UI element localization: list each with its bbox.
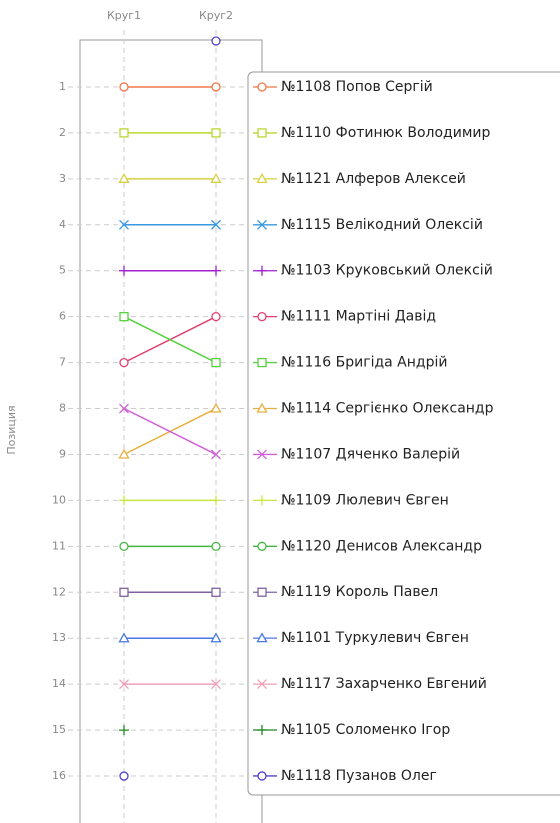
data-point <box>211 311 221 322</box>
y-tick-label: 7 <box>59 356 66 369</box>
legend-label: №1118 Пузанов Олег <box>281 768 437 784</box>
y-tick-label: 9 <box>59 447 66 460</box>
legend-label: №1116 Бригіда Андрій <box>281 355 447 371</box>
legend-marker <box>257 679 267 690</box>
legend-label: №1107 Дяченко Валерій <box>281 446 460 462</box>
legend-label: №1110 Фотинюк Володимир <box>281 125 490 141</box>
data-point <box>210 172 222 183</box>
legend-label: №1120 Денисов Александр <box>281 538 482 554</box>
data-point <box>210 402 222 413</box>
data-point <box>211 541 221 552</box>
legend-label: №1108 Попов Сергій <box>281 79 433 95</box>
data-point <box>211 357 221 368</box>
y-tick-label: 11 <box>52 539 66 552</box>
data-point <box>119 495 129 506</box>
legend-label: №1121 Алферов Алексей <box>281 171 466 187</box>
data-point <box>211 36 221 46</box>
data-point <box>119 679 129 690</box>
data-point <box>211 128 221 138</box>
data-point <box>211 82 221 92</box>
legend-label: №1105 Соломенко Ігор <box>281 722 450 738</box>
data-point <box>210 632 222 643</box>
y-tick-label: 2 <box>59 126 66 139</box>
data-point <box>119 587 129 597</box>
data-point <box>211 265 221 276</box>
data-point <box>119 403 129 414</box>
legend-label: №1103 Круковський Олексій <box>281 263 493 279</box>
data-point <box>119 311 129 322</box>
data-point <box>118 448 130 459</box>
data-point <box>119 219 129 230</box>
legend-label: №1101 Туркулевич Євген <box>281 630 469 646</box>
y-tick-label: 14 <box>52 677 66 690</box>
legend-marker <box>257 128 267 138</box>
legend-label: №1119 Король Павел <box>281 584 438 600</box>
y-tick-label: 15 <box>52 723 66 736</box>
data-point <box>119 82 129 92</box>
legend-marker <box>257 541 267 551</box>
data-point <box>118 172 130 183</box>
legend-items: №1108 Попов Сергій №1110 Фотинюк Володими… <box>253 79 494 784</box>
y-tick-label: 16 <box>52 769 66 782</box>
legend-marker <box>257 771 267 781</box>
data-point <box>211 449 221 460</box>
legend-label: №1115 Велікодний Олексій <box>281 217 483 233</box>
legend-marker <box>257 725 267 736</box>
y-tick-label: 12 <box>52 585 66 598</box>
y-tick-label: 5 <box>59 264 66 277</box>
y-tick-label: 3 <box>59 172 66 185</box>
legend-marker <box>257 449 267 460</box>
data-point <box>211 679 221 690</box>
legend-marker <box>256 173 268 184</box>
legend-marker <box>256 632 268 643</box>
y-tick-label: 13 <box>52 631 66 644</box>
legend-label: №1109 Люлевич Євген <box>281 492 449 508</box>
y-tick-label: 8 <box>59 402 66 415</box>
legend-marker <box>256 402 268 413</box>
legend-marker <box>257 265 267 276</box>
legend-marker <box>257 495 267 506</box>
legend-marker <box>257 311 267 322</box>
legend-marker <box>257 82 267 92</box>
data-point <box>119 128 129 138</box>
data-point <box>211 219 221 230</box>
legend-marker <box>257 357 267 368</box>
legend-marker <box>257 219 267 230</box>
y-tick-label: 6 <box>59 310 66 323</box>
legend-label: №1111 Мартіні Давід <box>281 309 436 325</box>
data-point <box>119 771 129 781</box>
legend-label: №1117 Захарченко Евгений <box>281 676 487 692</box>
x-tick-label: Круг1 <box>107 9 141 22</box>
y-axis-label: Позиция <box>5 405 18 454</box>
series-line <box>123 315 217 364</box>
y-tick-label: 10 <box>52 493 66 506</box>
data-point <box>119 725 129 736</box>
y-tick-label: 4 <box>59 218 66 231</box>
plot <box>68 30 248 823</box>
legend-label: №1114 Сергієнко Олександр <box>281 401 494 417</box>
x-tick-label: Круг2 <box>199 9 233 22</box>
data-point <box>211 587 221 597</box>
legend-marker <box>257 587 267 597</box>
data-point <box>211 495 221 506</box>
data-point <box>119 541 129 552</box>
data-point <box>118 632 130 643</box>
y-tick-label: 1 <box>59 80 66 93</box>
data-point <box>119 357 129 368</box>
legend <box>247 71 560 796</box>
data-point <box>119 265 129 276</box>
series-line <box>123 407 217 456</box>
